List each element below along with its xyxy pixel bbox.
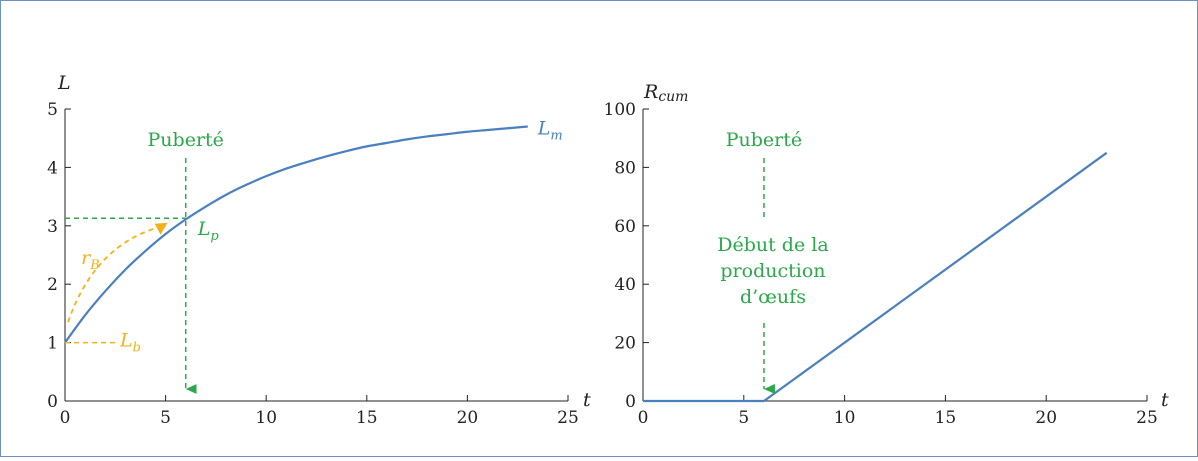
right-y-tick-label: 80	[614, 158, 636, 178]
right-y-tick-label: 20	[614, 334, 636, 354]
left-x-tick-label: 5	[160, 408, 171, 428]
left-x-tick-label: 10	[255, 408, 277, 428]
left-y-axis-label: L	[57, 72, 71, 94]
right-puberty-label: Puberté	[726, 129, 802, 151]
right-x-tick-label: 15	[935, 408, 957, 428]
left-y-tick-label: 4	[47, 158, 58, 178]
left-y-tick-label: 5	[47, 100, 58, 120]
right-x-tick-label: 5	[738, 408, 749, 428]
right-y-tick-label: 40	[614, 275, 636, 295]
right-y-tick-label: 100	[604, 100, 636, 120]
egg-production-start-text: d’œufs	[740, 286, 806, 308]
left-y-tick-label: 1	[47, 334, 58, 354]
left-x-tick-label: 25	[557, 408, 579, 428]
left-y-tick-label: 2	[47, 275, 58, 295]
Lm-label: Lm	[537, 118, 563, 144]
left-x-tick-label: 15	[356, 408, 378, 428]
right-x-tick-label: 25	[1136, 408, 1158, 428]
puberty-label: Puberté	[148, 129, 224, 151]
Lb-label: Lb	[119, 330, 141, 356]
right-y-tick-label: 0	[625, 392, 636, 412]
egg-production-start-text: Début de la	[717, 234, 828, 256]
growth-rate-arrowhead	[154, 222, 168, 235]
right-x-tick-label: 20	[1035, 408, 1057, 428]
right-x-tick-label: 0	[638, 408, 649, 428]
growth-rate-arrow	[67, 224, 164, 323]
right-x-tick-label: 10	[834, 408, 856, 428]
right-y-axis-label: Rcum	[643, 81, 688, 105]
left-y-tick-label: 0	[47, 392, 58, 412]
egg-production-start-text: production	[720, 260, 825, 282]
left-x-tick-label: 0	[60, 408, 71, 428]
length-growth-chart: L t 0 5 10 15 20 25 0 1 2 3 4 5 Puberté Lp Lb rB Lm	[47, 72, 591, 428]
left-x-axis-label: t	[583, 389, 591, 411]
rB-label: rB	[81, 247, 100, 273]
right-x-axis-label: t	[1161, 389, 1169, 411]
cumulative-reproduction-line	[643, 151, 1108, 403]
Lp-label: Lp	[197, 218, 220, 244]
left-x-tick-label: 20	[457, 408, 479, 428]
length-curve	[64, 125, 528, 344]
left-y-tick-label: 3	[47, 217, 58, 237]
cumulative-reproduction-chart: Rcum t 0 5 10 15 20 25 0 20 40 60 80 100 Puberté Déb…	[604, 81, 1169, 428]
right-y-tick-label: 60	[614, 217, 636, 237]
